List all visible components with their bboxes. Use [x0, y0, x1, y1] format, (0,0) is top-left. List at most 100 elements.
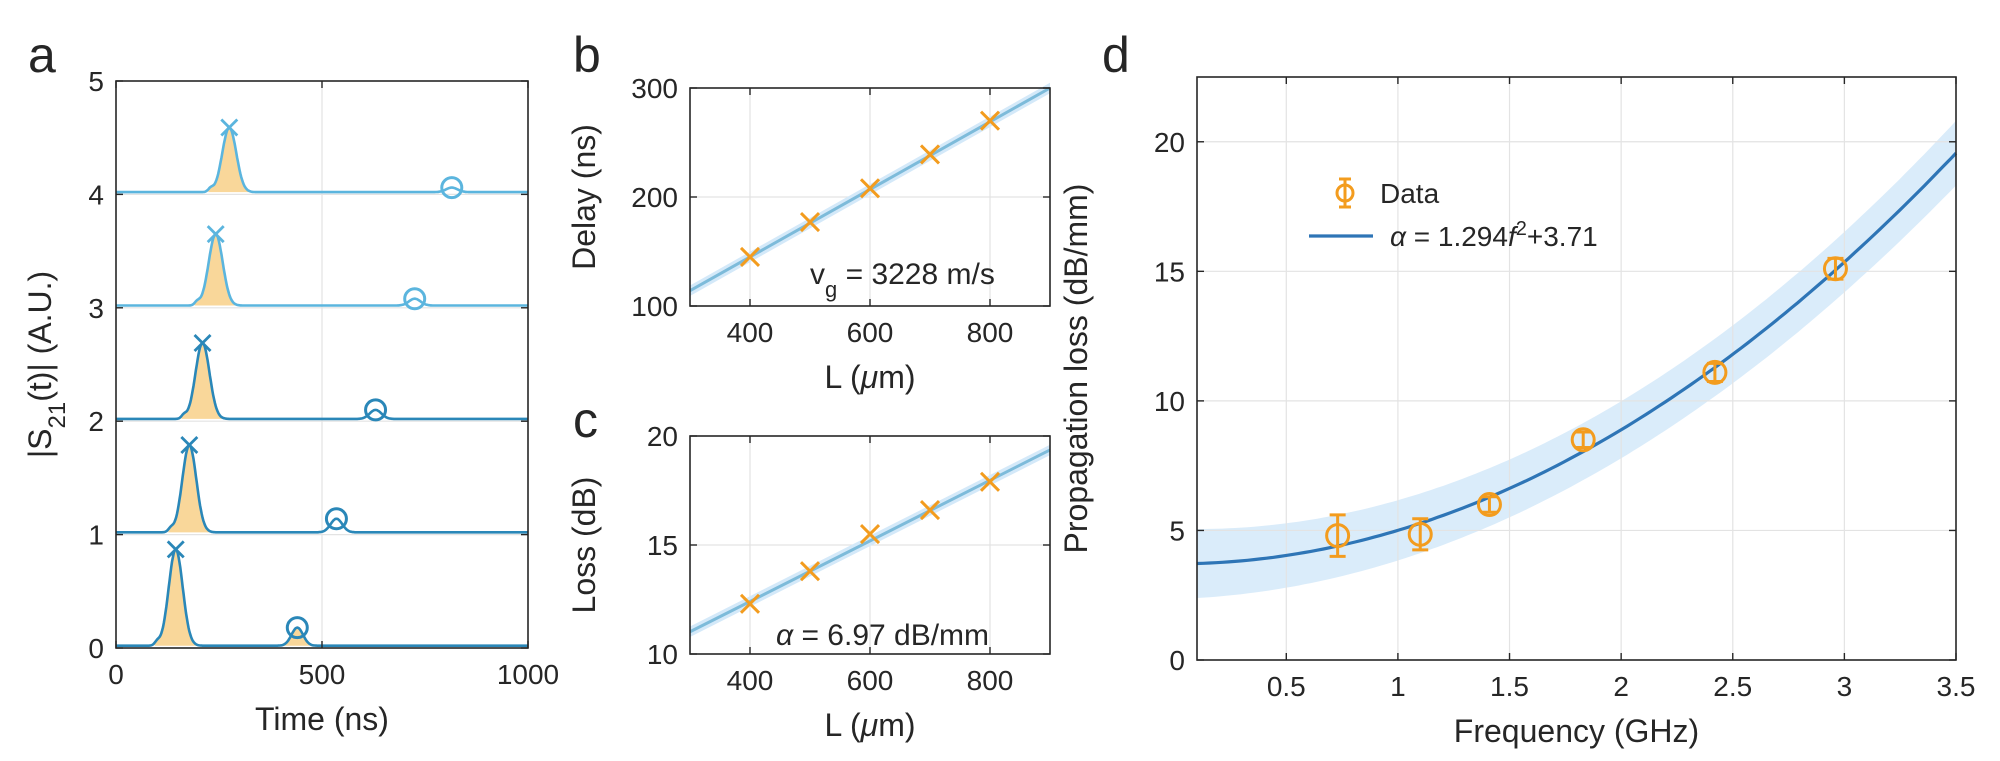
x-axis-label-part: m)	[878, 359, 915, 395]
x-tick-label: 0	[108, 659, 124, 690]
y-axis-label: Delay (ns)	[566, 124, 602, 270]
data-marker	[1570, 427, 1596, 453]
y-tick-label: 200	[631, 182, 678, 213]
x-tick-label: 500	[299, 659, 346, 690]
data-point	[979, 110, 1001, 131]
y-tick-label: 10	[647, 639, 678, 670]
y-tick-label: 0	[1169, 645, 1185, 676]
legend-fit-label: α = 1.294f2+3.71	[1390, 218, 1598, 252]
y-tick-label: 20	[1154, 127, 1185, 158]
x-tick-label: 1.5	[1490, 671, 1529, 702]
x-tick-label: 3	[1837, 671, 1853, 702]
panel-label: b	[573, 27, 601, 83]
x-axis-label: L (μm)	[825, 359, 916, 395]
x-tick-label: 800	[967, 317, 1014, 348]
echo-marker	[364, 398, 388, 422]
y-axis-label-part: (t)| (A.U.)	[22, 271, 58, 402]
annotation-part: = 3228 m/s	[837, 258, 995, 291]
legend-fit-label-part: = 1.294	[1406, 221, 1508, 252]
panel-d: d 0.5 1 1.5 2 2.5 3 3.5 0 5 10 15 20 Frequency (GHz) P…	[1058, 27, 1975, 749]
x-tick-label: 1000	[497, 659, 559, 690]
trace-1	[116, 436, 528, 534]
data-point	[799, 212, 821, 233]
trace-0	[116, 540, 528, 647]
y-tick-label: 1	[88, 520, 104, 551]
legend-fit-label-part: +3.71	[1527, 221, 1598, 252]
annotation-part: g	[825, 277, 837, 302]
x-axis-label: L (μm)	[825, 707, 916, 743]
annotation-part: = 6.97 dB/mm	[793, 619, 989, 652]
data-point	[1822, 256, 1848, 282]
y-tick-label: 5	[1169, 515, 1185, 546]
data-marker	[1822, 256, 1848, 282]
data-point	[919, 144, 941, 165]
data-point	[739, 593, 761, 614]
x-axis-label-part: μ	[860, 707, 879, 743]
y-axis-label: Propagation loss (dB/mm)	[1058, 184, 1094, 554]
y-tick-label: 2	[88, 406, 104, 437]
fit-curve	[1196, 152, 1958, 566]
peak-marker	[220, 118, 239, 137]
annotation-part: α	[776, 619, 794, 652]
data-point	[859, 524, 881, 545]
echo-marker	[403, 287, 427, 311]
x-tick-label: 600	[847, 665, 894, 696]
trace-line	[116, 443, 528, 534]
peak-marker	[206, 225, 225, 244]
data-point	[1702, 359, 1728, 385]
velocity-annotation: vg = 3228 m/s	[810, 258, 995, 302]
x-tick-label: 0.5	[1267, 671, 1306, 702]
echo-marker	[285, 616, 309, 640]
trace-line	[116, 341, 528, 421]
legend-fit-label-part: 2	[1516, 218, 1527, 240]
panel-c: c 400 600 800 10 15 20 L (μm) Loss (dB) α = 6.97 …	[566, 392, 1051, 743]
y-axis-label: Loss (dB)	[566, 477, 602, 614]
x-tick-label: 600	[847, 317, 894, 348]
data-marker	[1325, 523, 1351, 549]
x-tick-label: 400	[727, 317, 774, 348]
x-axis-label: Time (ns)	[255, 701, 389, 737]
y-tick-label: 4	[88, 179, 104, 210]
data-point	[1325, 513, 1351, 558]
trace-4	[116, 118, 528, 200]
y-tick-label: 5	[88, 66, 104, 97]
panel-label: c	[573, 392, 598, 448]
data-marker	[1702, 359, 1728, 385]
x-tick-label: 3.5	[1937, 671, 1976, 702]
data-point	[1570, 427, 1596, 453]
y-tick-label: 15	[1154, 256, 1185, 287]
data-marker	[1476, 492, 1502, 518]
y-tick-label: 100	[631, 291, 678, 322]
y-tick-label: 20	[647, 421, 678, 452]
x-tick-label: 2	[1613, 671, 1629, 702]
y-axis-label-part: |S	[22, 429, 58, 459]
x-tick-label: 1	[1390, 671, 1406, 702]
data-point	[739, 246, 761, 268]
legend: Data α = 1.294f2+3.71	[1309, 177, 1598, 252]
y-axis-label: |S21(t)| (A.U.)	[22, 271, 71, 458]
legend-data-label: Data	[1380, 178, 1440, 209]
y-tick-label: 10	[1154, 386, 1185, 417]
panel-b: b 400 600 800 100 200 300 L (μm) Delay (ns) vg = …	[566, 27, 1051, 395]
x-tick-label: 2.5	[1713, 671, 1752, 702]
peak-marker	[180, 436, 199, 455]
data-point	[1476, 492, 1502, 518]
x-axis-label-part: μ	[860, 359, 879, 395]
y-tick-label: 3	[88, 293, 104, 324]
alpha-annotation: α = 6.97 dB/mm	[776, 619, 989, 652]
trace-line	[116, 126, 528, 194]
panel-label: d	[1102, 27, 1130, 83]
data-point	[1407, 517, 1433, 552]
axes-box	[1196, 76, 1957, 661]
x-tick-label: 400	[727, 665, 774, 696]
panel-label: a	[28, 27, 56, 83]
y-tick-label: 15	[647, 530, 678, 561]
peak-marker	[166, 540, 185, 559]
data-point	[799, 561, 821, 582]
trace-2	[116, 333, 528, 422]
data-point	[859, 178, 881, 199]
data-marker	[1407, 521, 1433, 547]
y-axis-label-part: 21	[44, 402, 71, 429]
trace-line	[116, 232, 528, 307]
